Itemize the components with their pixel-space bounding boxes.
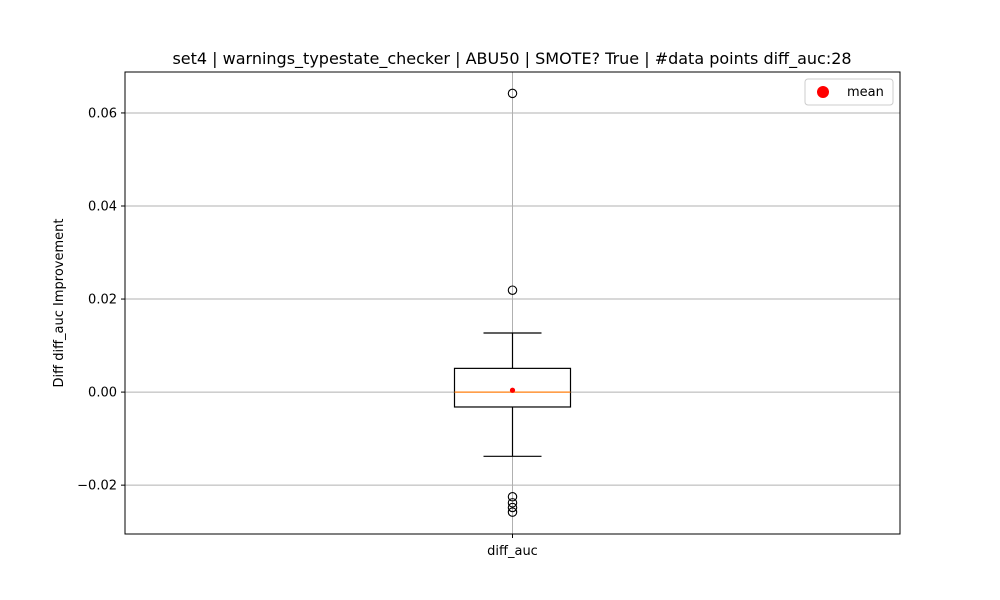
x-tick-label: diff_auc: [487, 544, 538, 559]
legend-frame: [804, 78, 894, 106]
outlier-point: [507, 498, 518, 508]
grid-lines: [125, 72, 900, 534]
outlier-point: [507, 492, 518, 502]
box-group: [453, 88, 572, 517]
y-tick-label: −0.02: [77, 479, 117, 494]
y-tick-label: 0.00: [88, 386, 117, 401]
y-tick-label: 0.06: [88, 106, 117, 121]
outlier-point: [507, 88, 518, 99]
axis-ticks: −0.02 0.00 0.02 0.04 0.06 diff_auc: [77, 106, 538, 559]
outlier-point: [507, 502, 518, 513]
mean-marker: [509, 387, 516, 393]
y-tick-label: 0.04: [88, 199, 117, 214]
outlier-point: [507, 507, 518, 517]
legend-mean-label: mean: [847, 85, 884, 100]
chart-title: set4 | warnings_typestate_checker | ABU5…: [172, 49, 851, 69]
legend: mean: [804, 78, 894, 106]
legend-mean-marker: [817, 86, 829, 98]
outlier-point: [507, 285, 518, 295]
y-tick-label: 0.02: [88, 293, 117, 308]
y-axis-label: Diff diff_auc Improvement: [52, 219, 67, 388]
